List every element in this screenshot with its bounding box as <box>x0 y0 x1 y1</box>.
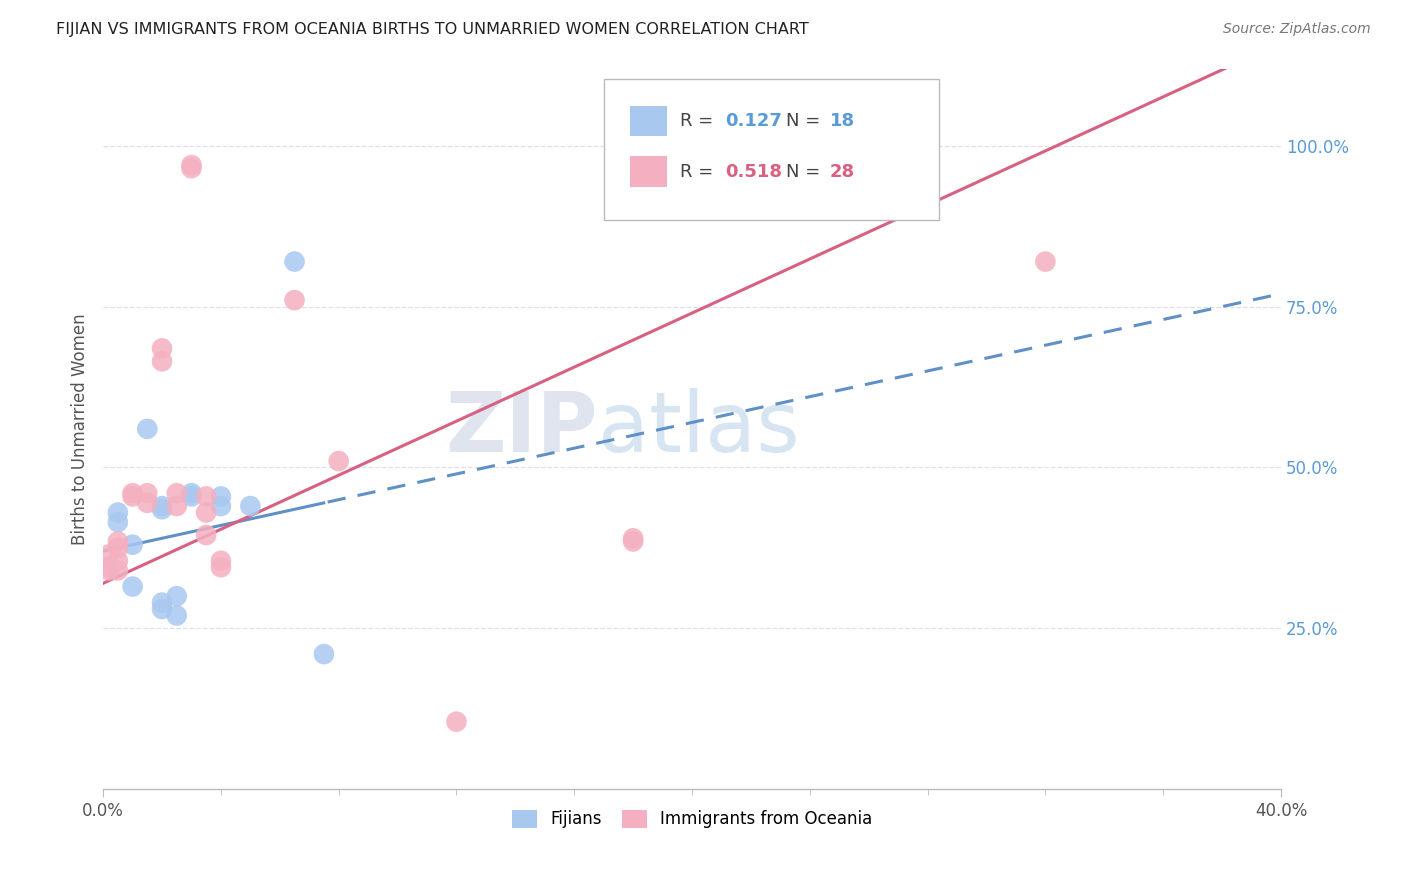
Point <box>107 554 129 568</box>
Point <box>195 506 218 520</box>
Point <box>107 564 129 578</box>
FancyBboxPatch shape <box>630 106 668 136</box>
Point <box>121 538 143 552</box>
Point <box>166 608 188 623</box>
Point <box>180 490 202 504</box>
Point <box>166 589 188 603</box>
Point <box>166 499 188 513</box>
Text: 18: 18 <box>830 112 855 130</box>
Point <box>136 486 159 500</box>
Point <box>180 158 202 172</box>
Point <box>180 161 202 176</box>
Point <box>107 506 129 520</box>
Point <box>209 554 232 568</box>
Legend: Fijians, Immigrants from Oceania: Fijians, Immigrants from Oceania <box>505 803 879 835</box>
Point <box>621 531 644 545</box>
Y-axis label: Births to Unmarried Women: Births to Unmarried Women <box>72 313 89 545</box>
Text: FIJIAN VS IMMIGRANTS FROM OCEANIA BIRTHS TO UNMARRIED WOMEN CORRELATION CHART: FIJIAN VS IMMIGRANTS FROM OCEANIA BIRTHS… <box>56 22 808 37</box>
Text: N =: N = <box>786 112 827 130</box>
Point <box>150 602 173 616</box>
Text: 28: 28 <box>830 162 855 180</box>
Text: Source: ZipAtlas.com: Source: ZipAtlas.com <box>1223 22 1371 37</box>
Point <box>150 502 173 516</box>
Point <box>121 580 143 594</box>
Point <box>446 714 468 729</box>
Text: atlas: atlas <box>598 388 800 469</box>
Point <box>166 486 188 500</box>
Point <box>121 490 143 504</box>
Point <box>98 564 121 578</box>
Point <box>312 647 335 661</box>
Point <box>1035 254 1057 268</box>
Point <box>209 490 232 504</box>
Point <box>328 454 350 468</box>
Text: 0.127: 0.127 <box>725 112 782 130</box>
Point <box>121 486 143 500</box>
Point <box>107 534 129 549</box>
Point <box>283 254 305 268</box>
Point <box>150 354 173 368</box>
Point <box>150 342 173 356</box>
Text: 0.518: 0.518 <box>725 162 782 180</box>
Point <box>107 515 129 529</box>
Point <box>195 528 218 542</box>
Point <box>150 596 173 610</box>
Point <box>107 541 129 555</box>
Point <box>98 560 121 574</box>
Point <box>195 490 218 504</box>
Point <box>180 486 202 500</box>
Point <box>136 496 159 510</box>
Point <box>136 422 159 436</box>
Point <box>239 499 262 513</box>
Point <box>283 293 305 308</box>
Point <box>98 547 121 561</box>
Text: N =: N = <box>786 162 827 180</box>
Text: R =: R = <box>681 112 720 130</box>
FancyBboxPatch shape <box>630 156 668 186</box>
Text: ZIP: ZIP <box>446 388 598 469</box>
Point <box>209 499 232 513</box>
Point <box>209 560 232 574</box>
Text: R =: R = <box>681 162 720 180</box>
Point <box>150 499 173 513</box>
FancyBboxPatch shape <box>603 79 939 219</box>
Point <box>621 534 644 549</box>
